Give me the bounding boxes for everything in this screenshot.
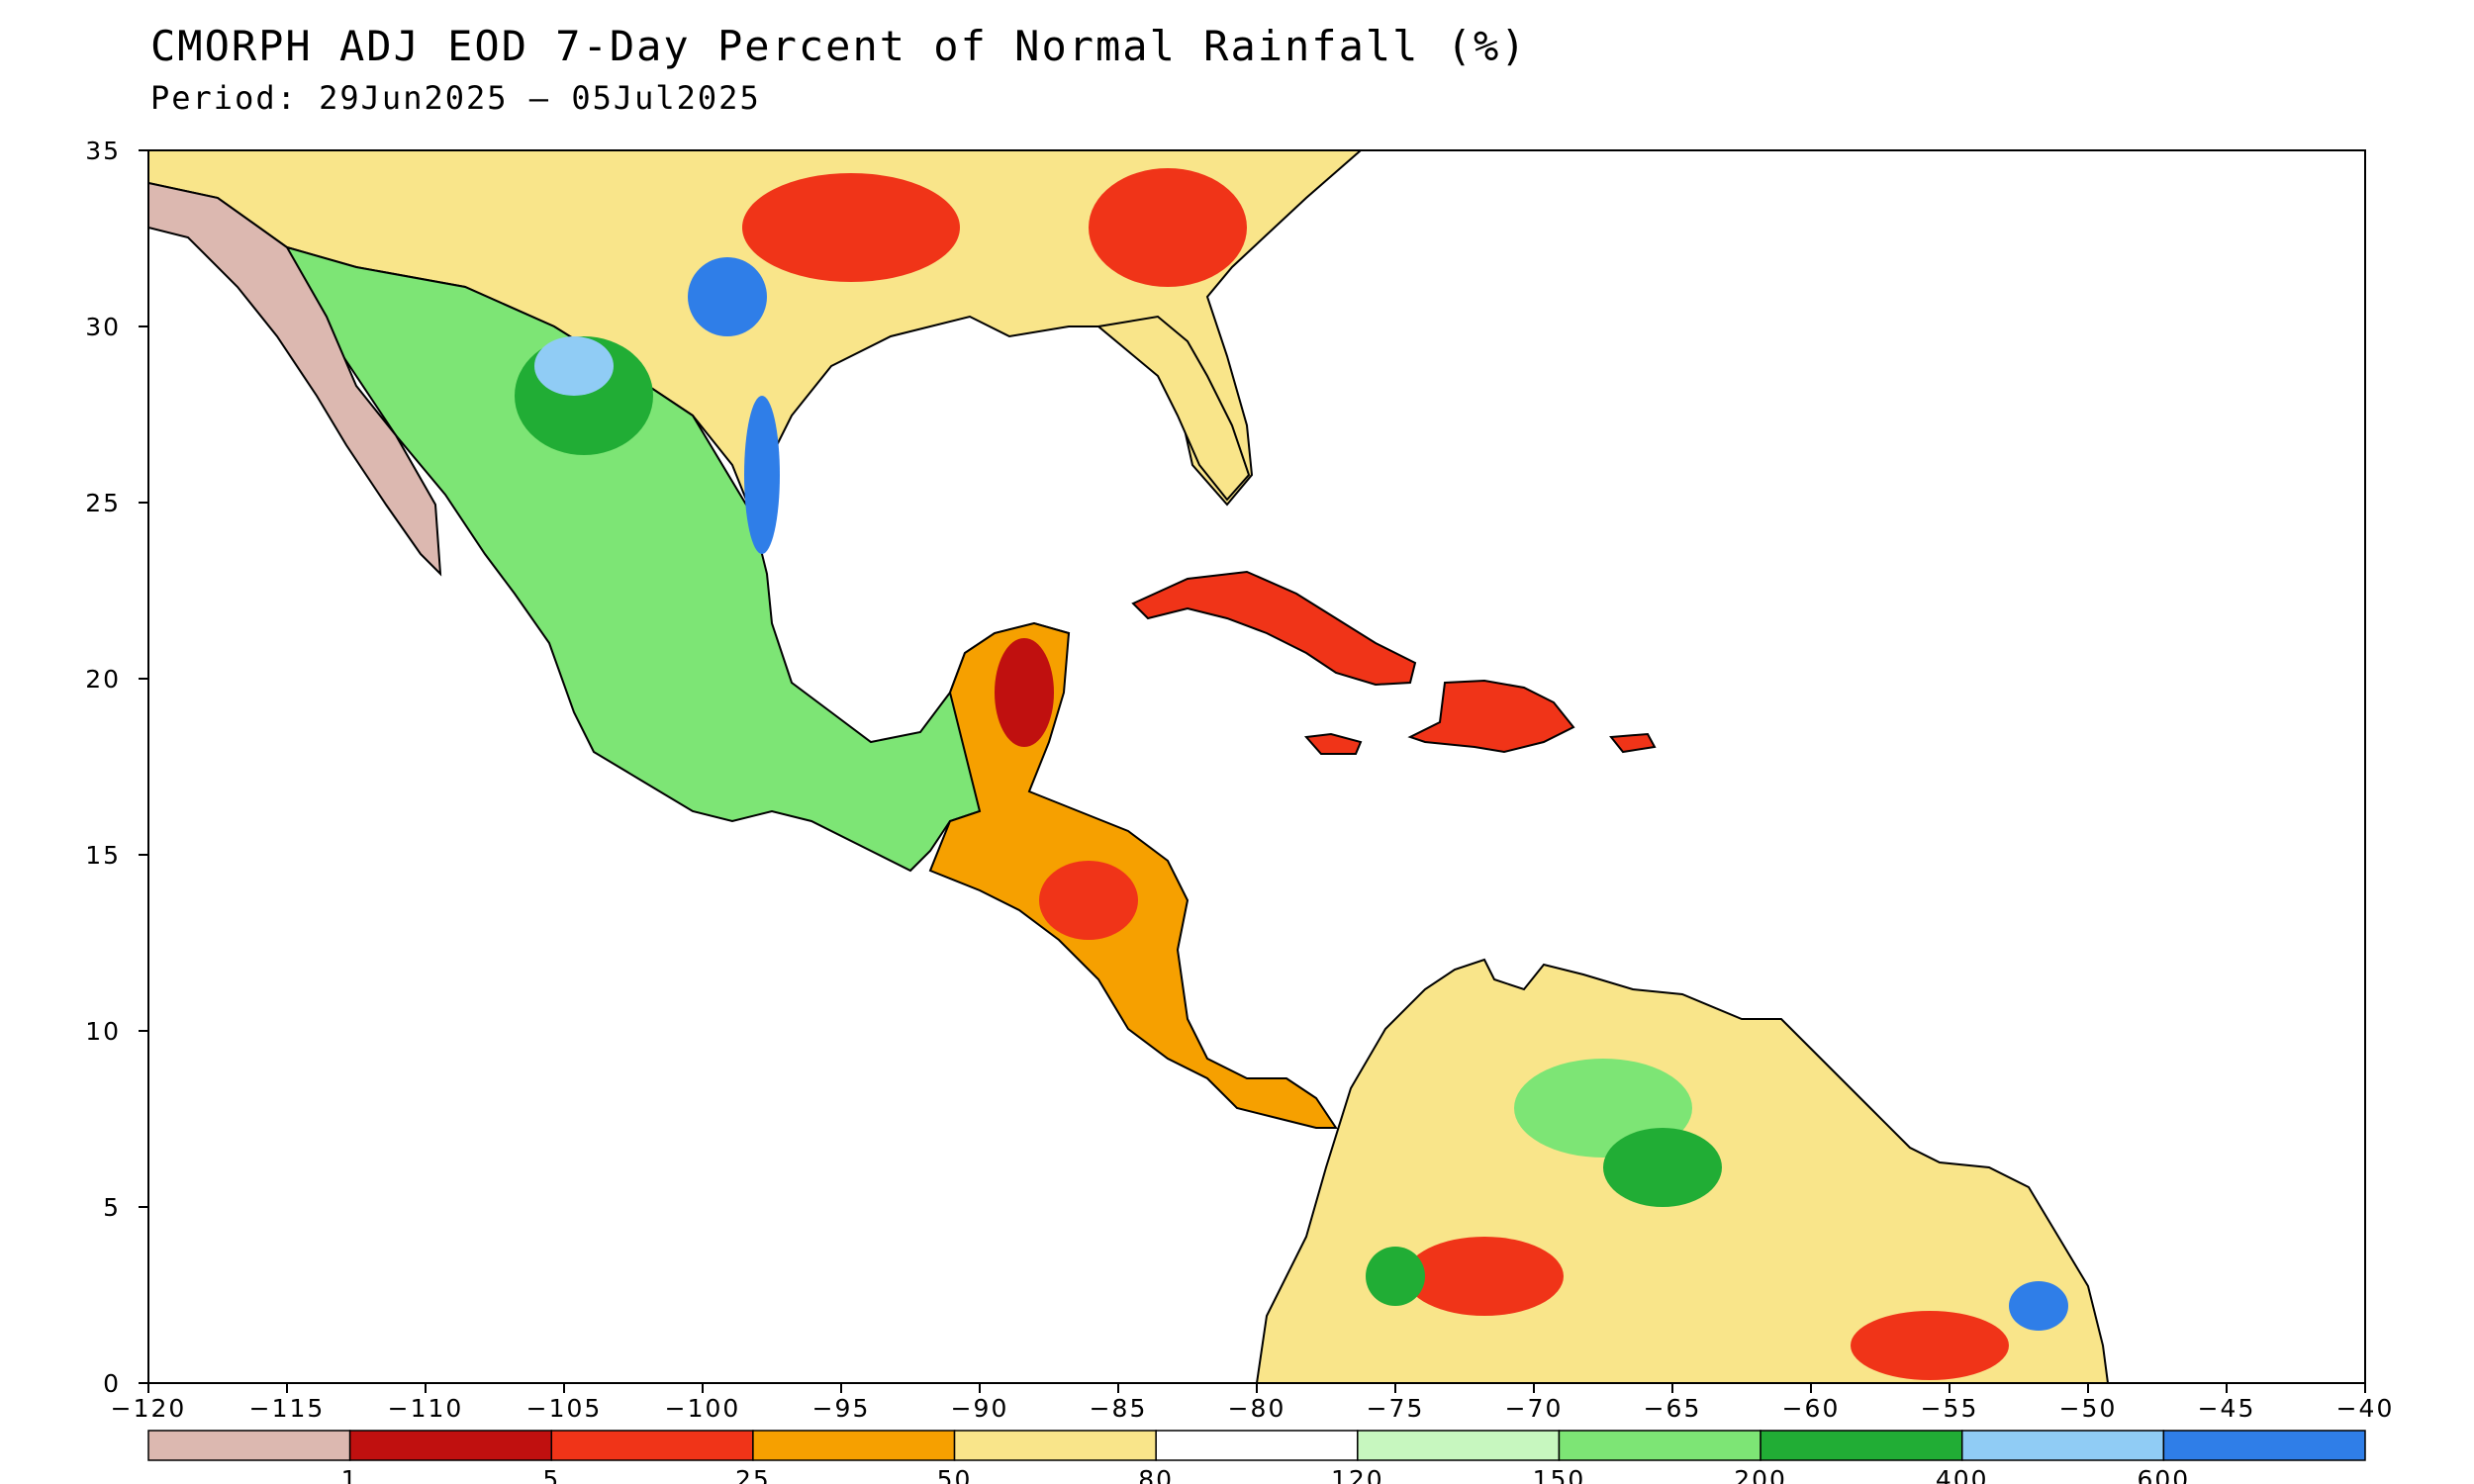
x-tick-label: −110	[388, 1394, 464, 1423]
legend-swatch	[953, 1430, 1157, 1461]
map-period: Period: 29Jun2025 – 05Jul2025	[150, 79, 761, 117]
patch-guyana-wet	[1603, 1128, 1722, 1207]
legend-label: 150	[1533, 1465, 1586, 1484]
legend-label: 80	[1138, 1465, 1174, 1484]
landmass-jamaica	[1303, 732, 1363, 755]
patch-newmexico-wet	[688, 257, 767, 336]
patch-southeast-dry	[1089, 168, 1247, 287]
legend-swatch	[550, 1430, 754, 1461]
legend-swatch	[1155, 1430, 1359, 1461]
anomaly-patches	[515, 168, 2068, 1380]
y-tick-label: 15	[85, 841, 121, 870]
x-tick-label: −120	[111, 1394, 187, 1423]
landmass-baja	[148, 181, 442, 577]
landmass-cuba	[1131, 570, 1417, 687]
y-tick-label: 10	[85, 1017, 121, 1046]
legend-label: 1	[341, 1465, 359, 1484]
x-tick-label: −60	[1782, 1394, 1841, 1423]
x-tick-label: −75	[1367, 1394, 1425, 1423]
x-tick-label: −70	[1505, 1394, 1564, 1423]
x-tick-label: −95	[812, 1394, 871, 1423]
color-legend: 1 5 25 50 80 120 150 200 400 600	[147, 1430, 2366, 1484]
legend-swatch	[348, 1430, 553, 1461]
landmass-florida	[1095, 315, 1251, 502]
legend-label: 50	[937, 1465, 973, 1484]
legend-label: 400	[1936, 1465, 1989, 1484]
legend-swatch	[1960, 1430, 2165, 1461]
legend-swatch	[1558, 1430, 1761, 1461]
x-tick-label: −50	[2059, 1394, 2118, 1423]
patch-brazil-wet	[2009, 1281, 2068, 1331]
legend-label: 5	[542, 1465, 560, 1484]
x-tick-label: −80	[1228, 1394, 1286, 1423]
legend-swatch	[1760, 1430, 1963, 1461]
patch-texas-dry	[742, 173, 960, 282]
patch-colombia-dry	[1405, 1237, 1564, 1316]
y-tick-label: 0	[103, 1369, 121, 1398]
x-tick-label: −115	[249, 1394, 326, 1423]
patch-ecuador-wet	[1366, 1247, 1425, 1306]
x-tick-label: −45	[2198, 1394, 2256, 1423]
y-tick-label: 35	[85, 137, 121, 165]
legend-label: 120	[1331, 1465, 1384, 1484]
x-tick-label: −85	[1090, 1394, 1148, 1423]
legend-label: 25	[735, 1465, 771, 1484]
legend-label: 200	[1734, 1465, 1787, 1484]
legend-swatch	[147, 1430, 351, 1461]
patch-brazil-dry	[1851, 1311, 2009, 1380]
x-axis: −120 −115 −110 −105 −100 −95 −90 −85 −80 −75 −70 −6…	[111, 1383, 2395, 1423]
x-tick-label: −40	[2336, 1394, 2395, 1423]
x-tick-label: −100	[665, 1394, 741, 1423]
map-title: CMORPH ADJ EOD 7-Day Percent of Normal R…	[150, 22, 1528, 70]
patch-mexico-blue	[534, 336, 614, 396]
y-tick-label: 20	[85, 665, 121, 694]
landmass-puerto-rico	[1609, 732, 1657, 754]
patch-central-am-dry	[1039, 861, 1138, 940]
landmass-hispaniola	[1407, 679, 1575, 754]
y-tick-label: 5	[103, 1193, 121, 1222]
x-tick-label: −55	[1921, 1394, 1979, 1423]
legend-swatch	[1357, 1430, 1561, 1461]
legend-label: 600	[2138, 1465, 2191, 1484]
x-tick-label: −65	[1644, 1394, 1702, 1423]
legend-swatch	[752, 1430, 956, 1461]
y-tick-label: 30	[85, 313, 121, 341]
patch-texas-coast-wet	[744, 396, 780, 554]
y-axis: 0 5 10 15 20 25 30 35	[85, 137, 148, 1398]
y-tick-label: 25	[85, 489, 121, 517]
landmass-central-america	[928, 621, 1338, 1129]
legend-swatch	[2162, 1430, 2366, 1461]
x-tick-label: −105	[526, 1394, 603, 1423]
x-tick-label: −90	[951, 1394, 1009, 1423]
patch-yucatan-dry	[995, 638, 1054, 747]
